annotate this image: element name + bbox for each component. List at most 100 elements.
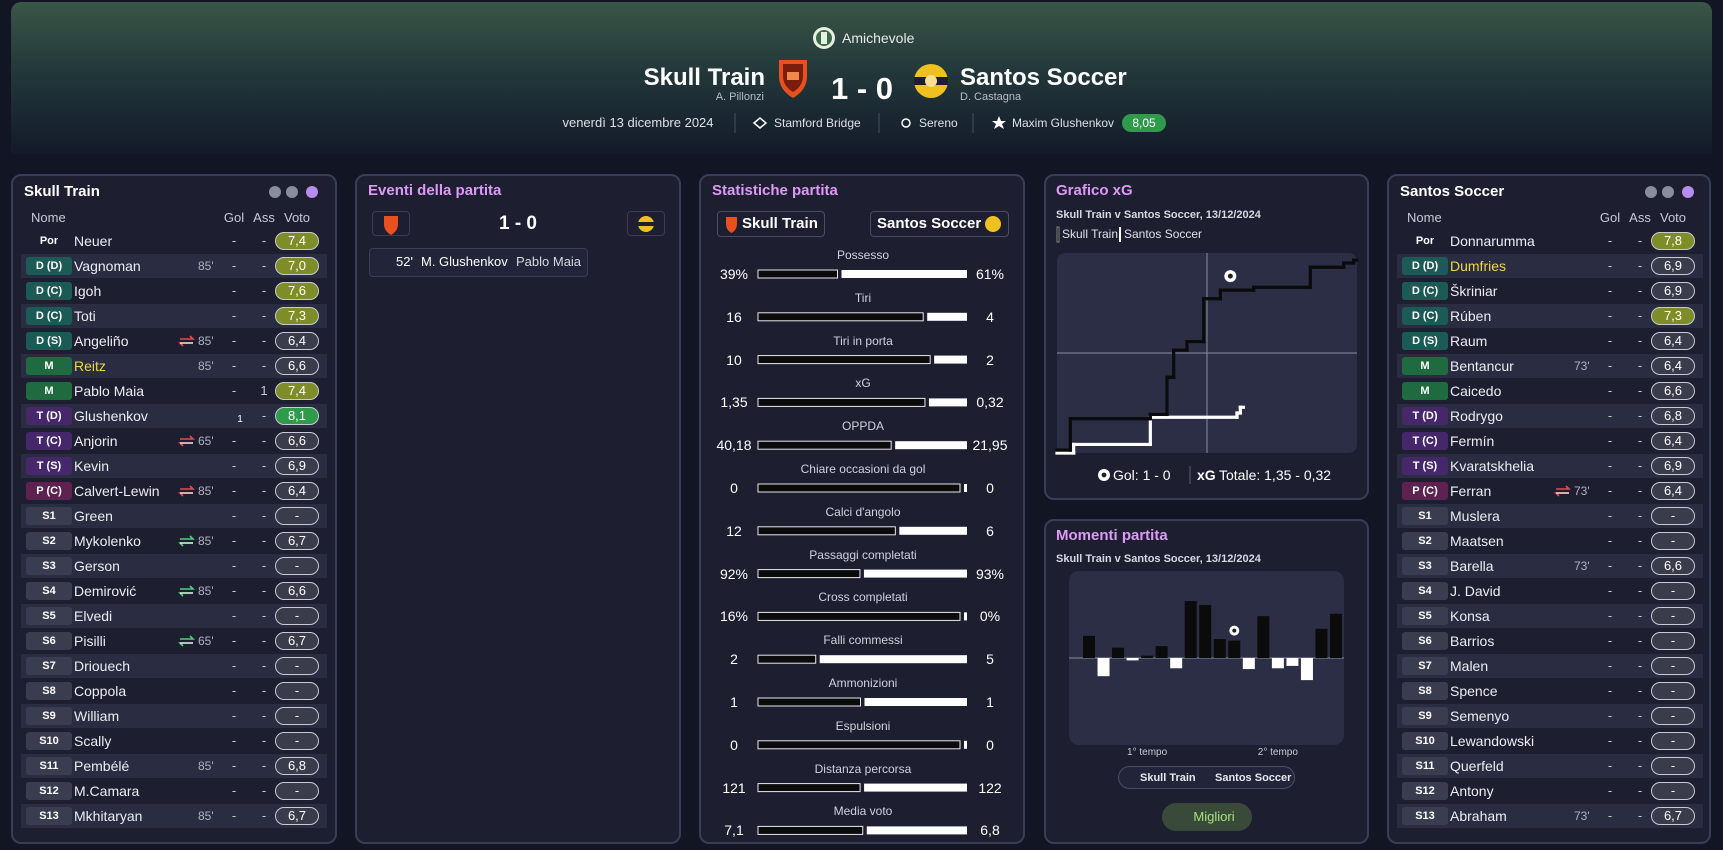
home-team-name: Skull Train bbox=[643, 64, 765, 91]
stat-bar-home bbox=[757, 483, 961, 493]
legend-entry: Skull Train bbox=[1062, 227, 1119, 241]
rating-pill: 6,7 bbox=[275, 807, 319, 825]
stadium-icon bbox=[752, 117, 768, 129]
goals: - bbox=[231, 733, 237, 748]
player-name: Abraham bbox=[1450, 808, 1507, 824]
goal-marker-spot bbox=[1227, 273, 1233, 279]
position-badge: S3 bbox=[1402, 557, 1448, 575]
assists: - bbox=[261, 608, 267, 623]
competition: Amichevole bbox=[842, 30, 915, 46]
goals: - bbox=[231, 808, 237, 823]
position-badge: M bbox=[1402, 382, 1448, 400]
stat-bar-home bbox=[757, 654, 817, 664]
stat-name: Cross completati bbox=[818, 590, 908, 605]
goals: - bbox=[231, 308, 237, 323]
away-crest bbox=[914, 64, 948, 98]
score: 1 - 0 bbox=[830, 71, 894, 106]
position-badge: D (D) bbox=[1402, 257, 1448, 275]
stat-bar-away bbox=[964, 740, 967, 749]
legend-swatch bbox=[1056, 226, 1060, 243]
competition-icon bbox=[813, 27, 835, 49]
assists: - bbox=[1637, 708, 1643, 723]
position-badge: S9 bbox=[1402, 707, 1448, 725]
assists: - bbox=[1637, 283, 1643, 298]
rating-pill: 7,3 bbox=[275, 307, 319, 325]
panel-dot bbox=[1645, 186, 1657, 198]
rating-pill: - bbox=[275, 657, 319, 675]
team-chip bbox=[717, 211, 825, 237]
star-icon bbox=[992, 116, 1006, 129]
rating-pill: - bbox=[1651, 507, 1695, 525]
assists: - bbox=[1637, 733, 1643, 748]
rating-pill: - bbox=[1651, 782, 1695, 800]
momentum-bar bbox=[1155, 646, 1168, 658]
stat-name: Calci d'angolo bbox=[825, 504, 901, 519]
assists: - bbox=[261, 533, 267, 548]
position-badge: D (C) bbox=[26, 282, 72, 300]
assists: - bbox=[261, 458, 267, 473]
player-name: J. David bbox=[1450, 583, 1501, 599]
player-name: Reitz bbox=[74, 358, 106, 374]
stat-away: 0% bbox=[979, 608, 1001, 625]
stadium: Stamford Bridge bbox=[774, 116, 861, 130]
assists: - bbox=[261, 658, 267, 673]
assists: - bbox=[261, 633, 267, 648]
player-name: M.Camara bbox=[74, 783, 140, 799]
xg-total: Totale: 1,35 - 0,32 bbox=[1219, 467, 1332, 483]
player-name: Glushenkov bbox=[74, 408, 148, 424]
sub-minute: 85' bbox=[198, 809, 214, 823]
assists: - bbox=[1637, 758, 1643, 773]
panel-dot bbox=[269, 186, 281, 198]
best-button[interactable]: Migliori bbox=[1162, 803, 1252, 831]
position-badge: T (S) bbox=[1402, 457, 1448, 475]
stat-home: 0 bbox=[730, 480, 738, 496]
stat-bar-away bbox=[964, 612, 967, 621]
goals: - bbox=[231, 383, 237, 398]
sub-minute: 73' bbox=[1574, 484, 1590, 498]
sub-minute: 85' bbox=[198, 334, 214, 348]
position-badge: S13 bbox=[26, 807, 72, 825]
stat-away: 93% bbox=[975, 565, 1005, 582]
position-badge: M bbox=[26, 357, 72, 375]
momentum-bar bbox=[1286, 658, 1299, 666]
position-badge: S8 bbox=[26, 682, 72, 700]
momentum-bar bbox=[1228, 640, 1241, 658]
assists: - bbox=[261, 308, 267, 323]
stat-away: 6,8 bbox=[980, 822, 1000, 839]
assists: - bbox=[261, 808, 267, 823]
player-name: Caicedo bbox=[1450, 383, 1502, 399]
column-header: Voto bbox=[283, 210, 311, 225]
goals: - bbox=[1607, 483, 1613, 498]
rating-pill: 6,9 bbox=[1651, 457, 1695, 475]
team-title: Santos Soccer bbox=[1400, 183, 1505, 200]
rating-pill: - bbox=[275, 782, 319, 800]
assists: - bbox=[261, 708, 267, 723]
assists: - bbox=[1637, 383, 1643, 398]
stat-away: 4 bbox=[986, 308, 994, 325]
stat-away: 122 bbox=[978, 779, 1002, 796]
assists: - bbox=[261, 358, 267, 373]
rating-pill: - bbox=[1651, 707, 1695, 725]
momentum-bar bbox=[1330, 613, 1342, 658]
momentum-bar bbox=[1199, 605, 1212, 658]
player-name: Konsa bbox=[1450, 608, 1490, 624]
player-name: Kevin bbox=[74, 458, 110, 474]
player-name: Malen bbox=[1450, 658, 1489, 674]
assists: - bbox=[1637, 258, 1643, 273]
goals: - bbox=[1607, 783, 1613, 798]
goals: - bbox=[231, 683, 237, 698]
rating-pill: 6,7 bbox=[275, 532, 319, 550]
position-badge: Por bbox=[39, 235, 59, 247]
rating-pill: 8,1 bbox=[275, 407, 319, 425]
position-badge: S9 bbox=[26, 707, 72, 725]
player-name: Bentancur bbox=[1450, 358, 1514, 374]
goals: - bbox=[1607, 533, 1613, 548]
sub-minute: 73' bbox=[1574, 359, 1590, 373]
assists: - bbox=[1637, 358, 1643, 373]
goals: - bbox=[231, 633, 237, 648]
player-name: Muslera bbox=[1450, 508, 1500, 524]
sub-minute: 85' bbox=[198, 534, 214, 548]
goals: - bbox=[1607, 633, 1613, 648]
rating-pill: 7,0 bbox=[275, 257, 319, 275]
assists: - bbox=[1637, 783, 1643, 798]
